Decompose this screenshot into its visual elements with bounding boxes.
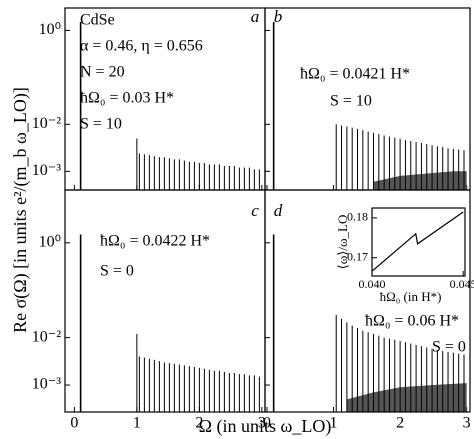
y-tick-label: 10⁰	[39, 233, 61, 250]
panel-frame	[371, 207, 466, 277]
annotation: ħΩ₀ = 0.03 H*	[80, 90, 174, 107]
y-axis-label: Re σ(Ω) [in units e²/(m_b ω_LO)]	[10, 87, 31, 333]
inset-background	[372, 208, 465, 276]
continuum-band	[373, 171, 467, 190]
annotation: ħΩ₀ = 0.0421 H*	[300, 66, 410, 83]
y-tick-label: 10⁻²	[32, 328, 61, 345]
x-tick-label: 3	[258, 415, 266, 432]
y-tick-label: 10⁻²	[32, 115, 61, 132]
continuum-band	[346, 383, 467, 412]
annotation: α = 0.46, η = 0.656	[80, 38, 203, 55]
panel-label: c	[251, 201, 259, 220]
annotation: S = 0	[432, 339, 466, 356]
inset-y-label: ⟨ω⟩/ω_LO	[335, 215, 350, 270]
panel-label: a	[251, 7, 260, 26]
x-tick-label: 0	[70, 415, 78, 432]
x-tick-label: 0.045	[450, 277, 474, 291]
x-tick-label: 1	[133, 415, 141, 432]
y-tick-label: 10⁰	[39, 21, 61, 38]
annotation: S = 0	[100, 263, 134, 280]
y-tick-label: 0.17	[347, 249, 368, 263]
panel-frame	[64, 189, 266, 413]
panel-label: d	[274, 201, 283, 220]
x-tick-label: 2	[195, 415, 203, 432]
x-tick-label: 0.040	[359, 277, 386, 291]
panel-label: b	[274, 7, 283, 26]
x-tick-label: 1	[330, 415, 338, 432]
annotation: CdSe	[80, 12, 115, 29]
panel-frame	[264, 189, 471, 413]
x-tick-label: 2	[396, 415, 404, 432]
annotation: ħΩ₀ = 0.0422 H*	[100, 233, 210, 250]
annotation: S = 10	[330, 93, 372, 110]
y-tick-label: 10⁻³	[32, 376, 61, 393]
y-tick-label: 0.18	[347, 210, 368, 224]
x-tick-label: 3	[463, 415, 471, 432]
inset-x-label: ħΩ₀ (in H*)	[380, 289, 442, 304]
annotation: ħΩ₀ = 0.06 H*	[365, 313, 459, 330]
inset-line	[371, 211, 464, 272]
annotation: S = 10	[80, 116, 122, 133]
y-tick-label: 10⁻³	[32, 162, 61, 179]
x-tick-label: 0	[263, 415, 271, 432]
x-axis-label: Ω (in units ω_LO)	[199, 416, 332, 437]
annotation: N = 20	[80, 64, 125, 81]
